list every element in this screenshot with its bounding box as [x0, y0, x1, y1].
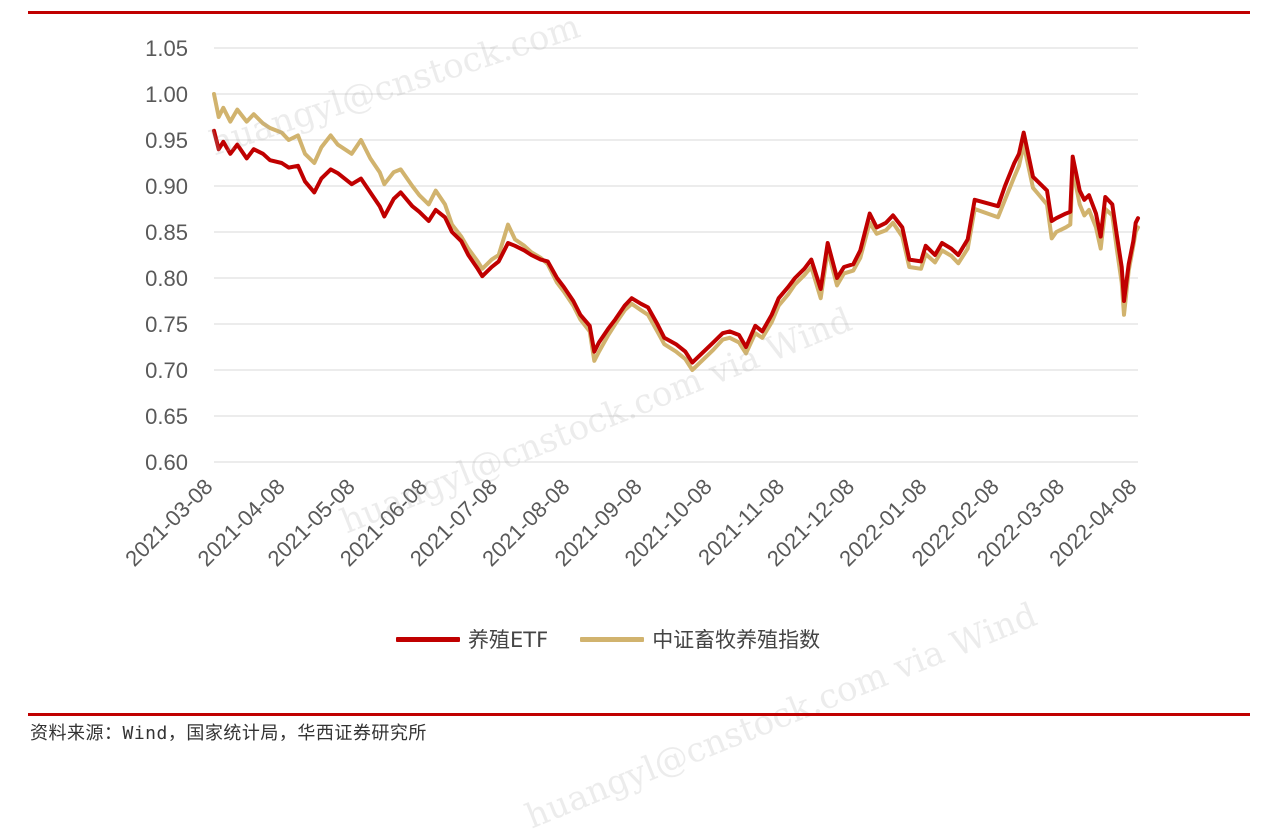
source-note: 资料来源：Wind，国家统计局，华西证券研究所 — [30, 723, 427, 744]
top-rule — [28, 11, 1250, 14]
legend-item-index: 中证畜牧养殖指数 — [580, 624, 820, 654]
y-tick-label: 0.95 — [145, 128, 188, 153]
y-tick-label: 0.60 — [145, 450, 188, 475]
y-tick-label: 0.75 — [145, 312, 188, 337]
legend-item-etf: 养殖ETF — [396, 624, 548, 654]
y-tick-label: 0.80 — [145, 266, 188, 291]
series-line-index — [212, 92, 1140, 372]
legend-swatch-etf — [396, 636, 460, 642]
y-tick-label: 0.85 — [145, 220, 188, 245]
series-line-etf — [212, 128, 1140, 365]
grid-lines — [214, 47, 1138, 463]
y-tick-label: 0.65 — [145, 404, 188, 429]
x-axis-ticks: 2021-03-082021-04-082021-05-082021-06-08… — [120, 474, 1141, 571]
y-tick-label: 1.00 — [145, 82, 188, 107]
y-tick-label: 0.70 — [145, 358, 188, 383]
bottom-rule — [28, 713, 1250, 716]
legend-label-index: 中证畜牧养殖指数 — [652, 628, 821, 652]
line-chart: 0.60 0.65 0.70 0.75 0.80 0.85 0.90 0.95 1.00 1.05… — [120, 36, 1141, 571]
y-tick-label: 0.90 — [145, 174, 188, 199]
y-axis-ticks: 0.60 0.65 0.70 0.75 0.80 0.85 0.90 0.95 1.00 1.05 — [145, 36, 188, 475]
legend-label-etf: 养殖ETF — [468, 628, 549, 652]
series-lines — [212, 92, 1140, 372]
y-tick-label: 1.05 — [145, 36, 188, 61]
legend-swatch-index — [580, 636, 645, 642]
chart-legend: 养殖ETF 中证畜牧养殖指数 — [396, 624, 852, 654]
